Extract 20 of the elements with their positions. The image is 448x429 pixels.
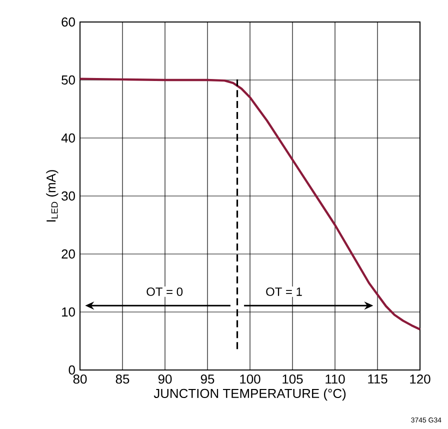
y-tick-label: 0 (68, 365, 75, 375)
annotation: OT = 0 (146, 287, 183, 296)
x-tick-label: 95 (200, 374, 214, 384)
x-tick-label: 85 (116, 374, 130, 384)
x-axis-title: JUNCTION TEMPERATURE (°C) (154, 388, 346, 401)
y-tick-label: 10 (62, 307, 75, 317)
y-tick-label: 50 (62, 75, 75, 85)
x-tick-label: 115 (368, 374, 388, 384)
x-tick-label: 90 (158, 374, 172, 384)
x-tick-label: 80 (73, 374, 87, 384)
x-tick-label: 120 (410, 374, 430, 384)
y-tick-label: 30 (62, 191, 75, 201)
y-tick-label: 60 (62, 17, 75, 27)
y-tick-label: 20 (62, 249, 75, 259)
y-axis-title: I$_{LED}$ (mA) (46, 170, 58, 222)
x-tick-label: 110 (326, 374, 345, 384)
x-tick-label: 105 (282, 374, 303, 384)
x-tick-label: 100 (240, 374, 260, 384)
y-tick-label: 40 (61, 133, 75, 143)
annotation: OT = 1 (266, 287, 302, 296)
